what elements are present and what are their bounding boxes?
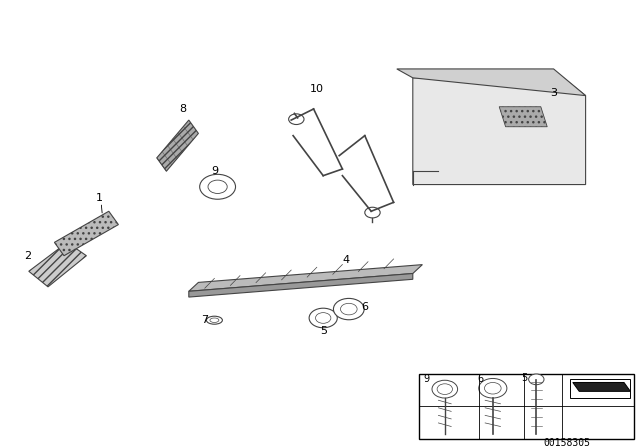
- Text: 2: 2: [24, 251, 31, 261]
- Text: 9: 9: [424, 375, 430, 384]
- Text: 1: 1: [96, 193, 102, 203]
- Polygon shape: [29, 242, 86, 287]
- Polygon shape: [189, 274, 413, 297]
- Text: 5: 5: [522, 374, 528, 383]
- Polygon shape: [189, 265, 422, 291]
- Text: 4: 4: [342, 255, 349, 265]
- Circle shape: [333, 298, 364, 320]
- Polygon shape: [573, 383, 630, 392]
- Polygon shape: [499, 107, 547, 127]
- Circle shape: [200, 174, 236, 199]
- Circle shape: [289, 114, 304, 125]
- Text: 10: 10: [310, 84, 324, 94]
- Text: 6: 6: [477, 374, 483, 384]
- Circle shape: [529, 374, 544, 385]
- Circle shape: [479, 379, 507, 398]
- Text: 9: 9: [211, 166, 218, 176]
- Text: 7: 7: [201, 315, 208, 325]
- Text: 00158305: 00158305: [543, 438, 590, 448]
- Ellipse shape: [206, 316, 223, 324]
- Polygon shape: [413, 78, 586, 185]
- Text: 5: 5: [320, 326, 326, 336]
- Circle shape: [432, 380, 458, 398]
- Polygon shape: [54, 211, 118, 256]
- Text: 8: 8: [179, 104, 186, 114]
- Text: 3: 3: [550, 88, 557, 99]
- Circle shape: [309, 308, 337, 328]
- Text: 6: 6: [362, 302, 369, 312]
- Polygon shape: [397, 69, 586, 95]
- Circle shape: [365, 207, 380, 218]
- Polygon shape: [157, 120, 198, 171]
